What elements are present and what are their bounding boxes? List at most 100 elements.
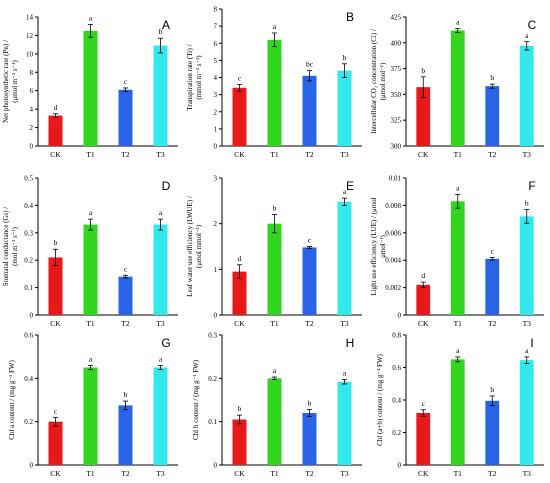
significance-letter: a: [273, 366, 277, 375]
y-tick-label: 0.004: [385, 257, 401, 265]
bar-t2: [302, 247, 317, 315]
significance-letter: b: [343, 53, 347, 62]
y-tick-label: 0: [30, 143, 34, 151]
y-tick-label: 0: [30, 462, 34, 470]
y-axis-label: Chl (a+b) content / (mg g⁻¹ FW): [376, 353, 384, 445]
significance-letter: d: [238, 254, 242, 263]
bar-ck: [416, 87, 431, 146]
y-tick-label: 375: [391, 65, 402, 73]
bar-t3: [153, 224, 168, 315]
bar-t2: [485, 400, 500, 465]
x-tick-label: T2: [121, 150, 130, 159]
y-tick-label: 7: [214, 23, 218, 31]
y-tick-label: 0.1: [208, 418, 217, 426]
significance-letter: b: [421, 66, 425, 75]
significance-letter: c: [422, 399, 426, 408]
y-axis-label: Intercellular CO₂ concentration (Ci) /: [370, 29, 378, 134]
bar-t2: [118, 405, 133, 465]
panel-e: 0 1 2 3 Leaf water use efficiency (LWUE) / (μ…: [186, 175, 362, 328]
bar-ck: [232, 271, 247, 315]
x-tick-label: T2: [488, 150, 497, 159]
y-tick-label: 5: [214, 57, 218, 65]
significance-letter: b: [273, 204, 277, 213]
significance-letter: b: [490, 385, 494, 394]
x-tick-label: T3: [340, 150, 349, 159]
panel-i: 0 0.2 0.4 0.6 0.8 Chl (a+b) content / (mg g⁻¹…: [376, 332, 544, 478]
bar-t1: [83, 224, 98, 315]
y-tick-label: 0.4: [392, 397, 401, 405]
x-tick-label: T1: [86, 469, 95, 478]
y-tick-label: 400: [391, 39, 402, 47]
y-axis-label: (μmol mmol⁻¹): [195, 224, 203, 268]
y-tick-label: 350: [391, 91, 402, 99]
significance-letter: c: [124, 77, 128, 86]
significance-letter: a: [343, 187, 347, 196]
x-tick-label: CK: [418, 319, 429, 328]
x-tick-label: T3: [340, 319, 349, 328]
y-tick-label: 300: [391, 143, 402, 151]
y-tick-label: 14: [26, 14, 34, 22]
panel-c: 300 325 350 375 400 425 Intercellular CO₂ conc…: [370, 14, 544, 159]
bar-t1: [450, 201, 465, 315]
y-tick-label: 2: [30, 124, 34, 132]
x-tick-label: CK: [418, 150, 429, 159]
significance-letter: c: [54, 406, 58, 415]
significance-letter: d: [421, 271, 425, 280]
y-axis-label: (mmol m⁻² s⁻¹): [195, 55, 203, 100]
y-tick-label: 2: [214, 108, 218, 116]
x-tick-label: T2: [121, 469, 130, 478]
bar-ck: [232, 419, 247, 465]
x-tick-label: CK: [50, 319, 61, 328]
y-tick-label: 0: [214, 312, 218, 320]
y-axis-label: Leaf water use efficiency (LWUE) /: [186, 196, 194, 297]
bar-t2: [302, 413, 317, 465]
x-tick-label: T3: [156, 150, 165, 159]
y-tick-label: 0.1: [24, 284, 33, 292]
bar-t3: [153, 367, 168, 465]
y-tick-label: 0.2: [24, 418, 33, 426]
bar-t1: [267, 378, 282, 465]
significance-letter: c: [238, 73, 242, 82]
y-axis-label: (μmol m⁻² s⁻¹): [11, 60, 19, 103]
panel-letter: D: [162, 179, 171, 193]
y-axis-label: Stomatal conductance (Gs) /: [2, 207, 10, 287]
significance-letter: c: [308, 236, 312, 245]
x-tick-label: T3: [340, 469, 349, 478]
significance-letter: c: [491, 246, 495, 255]
bar-t3: [519, 360, 534, 465]
y-tick-label: 0.2: [24, 257, 33, 265]
y-tick-label: 8: [30, 69, 34, 77]
panel-b: 0 1 2 3 4 5 6 7 8 Transpiration rate (Tr) / (mmol …: [186, 6, 362, 159]
x-tick-label: T2: [305, 150, 314, 159]
y-tick-label: 4: [214, 74, 218, 82]
panel-letter: C: [528, 18, 537, 32]
significance-letter: b: [490, 73, 494, 82]
x-tick-label: CK: [418, 469, 429, 478]
x-tick-label: T1: [454, 319, 463, 328]
y-tick-label: 8: [214, 6, 218, 14]
y-tick-label: 3: [214, 91, 218, 99]
x-tick-label: T3: [523, 319, 532, 328]
significance-letter: a: [273, 22, 277, 31]
panel-letter: B: [346, 10, 354, 24]
significance-letter: a: [89, 13, 93, 22]
bar-t1: [83, 367, 98, 465]
x-tick-label: CK: [234, 150, 245, 159]
significance-letter: b: [525, 199, 529, 208]
y-axis-label: Transpiration rate (Tr) /: [186, 44, 194, 110]
significance-letter: a: [525, 31, 529, 40]
panel-letter: F: [528, 179, 535, 193]
bar-t3: [519, 45, 534, 147]
x-tick-label: CK: [50, 469, 61, 478]
significance-letter: a: [456, 183, 460, 192]
bar-t1: [450, 359, 465, 465]
y-tick-label: 4: [30, 106, 34, 114]
x-tick-label: T1: [86, 319, 95, 328]
x-tick-label: T1: [270, 319, 279, 328]
bar-ck: [416, 284, 431, 315]
bar-t3: [337, 381, 352, 465]
y-tick-label: 0.3: [24, 229, 33, 237]
x-tick-label: T3: [156, 469, 165, 478]
bar-ck: [48, 257, 63, 315]
